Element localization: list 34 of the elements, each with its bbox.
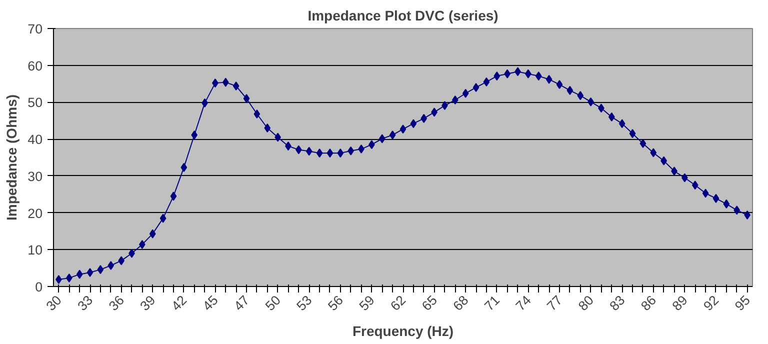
x-tick-label: 56 (324, 292, 346, 314)
chart-title: Impedance Plot DVC (series) (308, 8, 498, 24)
x-tick-label: 42 (168, 292, 190, 314)
y-tick-label: 10 (28, 242, 43, 258)
x-tick-label: 53 (294, 292, 315, 314)
x-tick-label: 59 (356, 292, 378, 314)
y-axis-title: Impedance (Ohms) (4, 94, 20, 221)
x-axis-title: Frequency (Hz) (352, 323, 454, 340)
x-tick-label: 62 (388, 292, 409, 314)
x-tick-label: 47 (231, 292, 252, 314)
x-tick-label: 39 (137, 292, 158, 314)
x-tick-label: 33 (74, 292, 96, 314)
x-tick-label: 36 (106, 292, 127, 314)
y-tick-label: 60 (28, 58, 43, 74)
x-tick-label: 71 (481, 292, 503, 314)
x-tick-label: 92 (700, 292, 722, 314)
x-tick-label: 74 (512, 292, 534, 314)
y-tick-label: 50 (28, 95, 43, 110)
y-tick-label: 0 (35, 280, 43, 294)
y-tick-label: 30 (28, 168, 43, 184)
y-tick-label: 40 (28, 132, 43, 148)
y-tick-label: 70 (28, 22, 43, 36)
x-tick-label: 45 (200, 292, 221, 314)
x-tick-label: 65 (418, 292, 440, 314)
x-tick-label: 68 (450, 292, 472, 314)
x-tick-label: 83 (606, 292, 628, 314)
x-tick-label: 89 (669, 292, 690, 314)
x-tick-label: 30 (43, 292, 64, 314)
x-tick-label: 80 (575, 292, 596, 314)
x-tick-label: 50 (262, 292, 284, 314)
x-tick-label: 95 (732, 292, 753, 314)
x-tick-label: 77 (544, 292, 566, 314)
y-tick-label: 20 (28, 206, 43, 221)
x-tick-label: 86 (638, 292, 660, 314)
